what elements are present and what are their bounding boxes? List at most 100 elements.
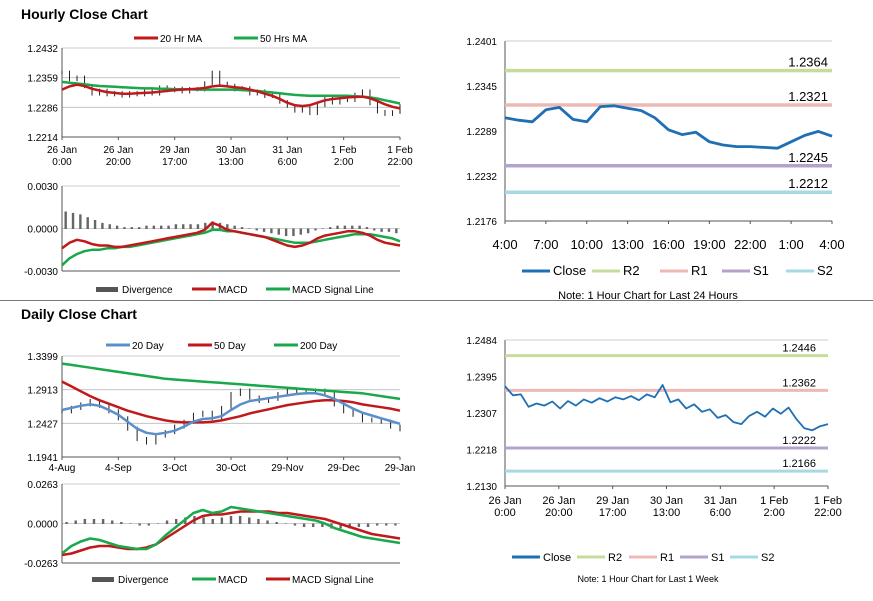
- hourly-divergence-bar: [196, 224, 200, 229]
- daily-price-x-tick-label: 29-Jan: [385, 463, 416, 474]
- hourly-sr-r2-value-label: 1.2364: [788, 55, 828, 70]
- daily-sr-x-tick-label: 1 Feb: [814, 495, 842, 507]
- daily-divergence-bar: [220, 517, 224, 524]
- daily-macd-signal-line: [61, 510, 401, 557]
- hourly-price-x-tick-label: 20:00: [106, 157, 131, 168]
- hourly-price-y-tick-label: 1.2286: [27, 103, 58, 114]
- hourly-sr-x-tick-label: 1:00: [778, 237, 803, 252]
- hourly-price-x-tick-label: 29 Jan: [160, 145, 190, 156]
- daily-divergence-bar: [339, 523, 342, 529]
- daily-divergence-bar: [284, 523, 288, 524]
- daily-divergence-bar: [74, 520, 77, 524]
- daily-divergence-bar: [357, 523, 361, 528]
- hourly-sr-legend-s2-label: S2: [817, 263, 833, 278]
- daily-divergence-bar: [138, 523, 141, 526]
- hourly-divergence-bar: [395, 228, 398, 234]
- daily-divergence-bar: [257, 518, 260, 524]
- daily-price-y-tick-label: 1.2427: [27, 419, 58, 430]
- daily-divergence-bar: [83, 518, 87, 524]
- daily-sr-x-tick-label: 26 Jan: [542, 495, 575, 507]
- hourly-sr-s2-value-label: 1.2212: [788, 176, 828, 191]
- daily-50-day-line: [61, 380, 401, 424]
- hourly-price-x-tick-label: 2:00: [334, 157, 354, 168]
- daily-divergence-bar: [366, 523, 370, 528]
- hourly-price-x-tick-label: 22:00: [387, 157, 412, 168]
- daily-price-y-tick-label: 1.2913: [27, 386, 58, 397]
- daily-macd-line: [61, 505, 401, 555]
- daily-sr-close-line: [504, 384, 829, 432]
- hourly-macd-y-tick-label: 0.0000: [27, 225, 58, 236]
- daily-sr-s1-value-label: 1.2222: [782, 435, 816, 447]
- daily-price-x-tick-label: 30-Oct: [216, 463, 246, 474]
- hourly-price-x-tick-label: 0:00: [52, 157, 72, 168]
- daily-sr-legend-close-label: Close: [543, 552, 571, 564]
- hourly-divergence-bar: [299, 228, 303, 235]
- daily-divergence-bar: [129, 523, 132, 524]
- hourly-macd-y-tick-label: -0.0030: [24, 267, 58, 278]
- daily-sr-y-tick-label: 1.2484: [466, 336, 497, 347]
- hourly-sr-legend-close-label: Close: [553, 263, 586, 278]
- daily-divergence-bar: [321, 523, 324, 528]
- hourly-section-title: Hourly Close Chart: [21, 6, 148, 22]
- legend-20-day-label: 20 Day: [132, 341, 164, 352]
- hourly-divergence-bar: [380, 228, 383, 232]
- hourly-divergence-bar: [248, 228, 251, 229]
- daily-divergence-bar: [211, 518, 214, 524]
- hourly-price-x-tick-label: 1 Feb: [331, 145, 357, 156]
- hourly-divergence-bar: [292, 228, 295, 237]
- daily-divergence-bar: [120, 521, 123, 524]
- daily-sr-x-tick-label: 13:00: [653, 507, 681, 519]
- daily-sr-note: Note: 1 Hour Chart for Last 1 Week: [578, 574, 719, 584]
- hourly-divergence-bar: [71, 212, 75, 229]
- hourly-divergence-bar: [306, 228, 310, 234]
- daily-sr-x-tick-label: 6:00: [710, 507, 731, 519]
- hourly-sr-legend-r1-label: R1: [691, 263, 708, 278]
- hourly-divergence-bar: [240, 227, 244, 229]
- hourly-divergence-bar: [314, 228, 317, 231]
- hourly-price-x-tick-label: 31 Jan: [272, 145, 302, 156]
- hourly-macd-y-tick-label: 0.0030: [27, 182, 58, 193]
- daily-price-x-tick-label: 3-Oct: [162, 463, 187, 474]
- daily-sr-y-tick-label: 1.2130: [466, 482, 497, 493]
- daily-divergence-bar: [165, 520, 169, 524]
- hourly-sr-x-tick-label: 19:00: [693, 237, 726, 252]
- hourly-sr-x-tick-label: 13:00: [611, 237, 644, 252]
- daily-divergence-bar: [92, 518, 96, 524]
- hourly-divergence-bar: [336, 225, 339, 229]
- daily-sr-x-tick-label: 26 Jan: [488, 495, 521, 507]
- hourly-divergence-bar: [226, 224, 229, 229]
- daily-sr-legend-r1-label: R1: [660, 552, 674, 564]
- hourly-divergence-bar: [343, 225, 347, 229]
- hourly-divergence-bar: [387, 228, 391, 232]
- daily-sr-x-tick-label: 30 Jan: [650, 495, 683, 507]
- daily-sr-x-tick-label: 17:00: [599, 507, 627, 519]
- hourly-sr-s1-value-label: 1.2245: [788, 150, 828, 165]
- hourly-divergence-bar: [108, 224, 111, 229]
- legend-hourly-divergence-label: Divergence: [122, 285, 173, 296]
- hourly-divergence-bar: [365, 227, 369, 229]
- hourly-price-x-tick-label: 26 Jan: [103, 145, 133, 156]
- daily-sr-x-tick-label: 1 Feb: [760, 495, 788, 507]
- hourly-sr-r1-value-label: 1.2321: [788, 89, 828, 104]
- legend-daily-macd-signal-label: MACD Signal Line: [292, 575, 374, 586]
- daily-section-title: Daily Close Chart: [21, 306, 137, 322]
- legend-daily-divergence-label: Divergence: [118, 575, 169, 586]
- daily-sr-legend-r2-label: R2: [608, 552, 622, 564]
- daily-macd-y-tick-label: 0.0263: [27, 480, 58, 491]
- hourly-price-y-tick-label: 1.2432: [27, 44, 58, 55]
- legend-hourly-macd-signal-label: MACD Signal Line: [292, 285, 374, 296]
- daily-price-x-tick-label: 29-Dec: [328, 463, 360, 474]
- daily-divergence-bar: [375, 523, 379, 526]
- hourly-sr-x-tick-label: 22:00: [734, 237, 767, 252]
- daily-divergence-bar: [101, 518, 105, 524]
- hourly-divergence-bar: [255, 228, 258, 231]
- hourly-divergence-bar: [182, 224, 185, 229]
- daily-divergence-bar: [275, 521, 278, 524]
- hourly-divergence-bar: [130, 227, 134, 229]
- daily-sr-s2-value-label: 1.2166: [782, 458, 816, 470]
- hourly-sr-y-tick-label: 1.2401: [466, 37, 497, 48]
- hourly-divergence-bar: [262, 228, 266, 232]
- hourly-divergence-bar: [321, 228, 325, 229]
- daily-divergence-bar: [248, 517, 251, 524]
